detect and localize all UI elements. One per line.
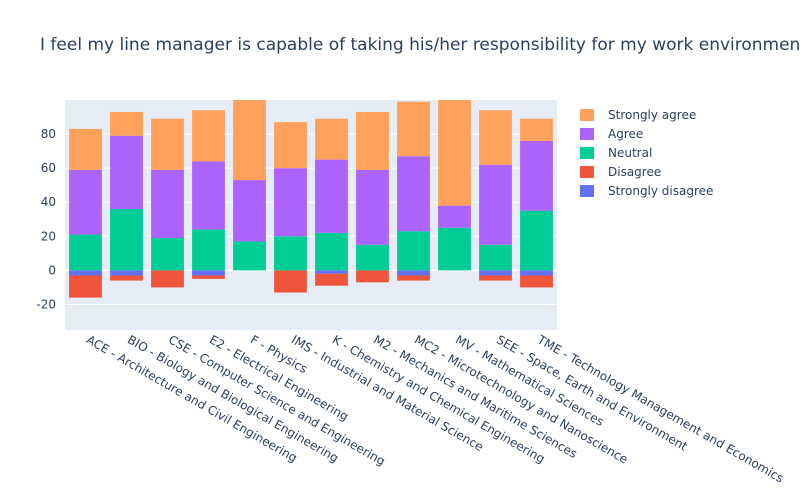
bar-agree bbox=[520, 140, 553, 211]
y-axis: -20 0 20 40 60 80 bbox=[36, 127, 56, 311]
bar-strongly-agree bbox=[110, 111, 143, 136]
bar-neutral bbox=[520, 210, 553, 271]
legend-label-disagree: Disagree bbox=[608, 165, 661, 179]
bar-neutral bbox=[110, 209, 143, 271]
bar-agree bbox=[110, 135, 143, 210]
y-tick-label: 20 bbox=[41, 229, 56, 243]
bar-neutral bbox=[397, 231, 430, 271]
bar-disagree bbox=[356, 270, 389, 283]
bar-neutral bbox=[356, 244, 389, 271]
bar-strongly-disagree bbox=[479, 270, 512, 276]
bar-strongly-agree bbox=[438, 100, 471, 206]
bar-strongly-agree bbox=[69, 128, 102, 170]
bar-disagree bbox=[151, 270, 184, 288]
chart-title: I feel my line manager is capable of tak… bbox=[40, 35, 800, 55]
bar-neutral bbox=[479, 244, 512, 271]
y-tick-label: 60 bbox=[41, 161, 56, 175]
bar-strongly-agree bbox=[479, 110, 512, 165]
bar-strongly-agree bbox=[233, 100, 266, 181]
bar-disagree bbox=[397, 275, 430, 281]
bar-strongly-agree bbox=[397, 101, 430, 157]
legend-label-strongly-agree: Strongly agree bbox=[608, 108, 696, 122]
x-axis: ACE - Architecture and Civil Engineering… bbox=[84, 332, 786, 486]
bar-strongly-disagree bbox=[315, 270, 348, 274]
bar-strongly-disagree bbox=[110, 270, 143, 276]
bar-agree bbox=[438, 205, 471, 228]
bar-neutral bbox=[69, 234, 102, 271]
legend-label-neutral: Neutral bbox=[608, 146, 652, 160]
y-tick-label: 40 bbox=[41, 195, 56, 209]
bar-strongly-agree bbox=[315, 118, 348, 160]
legend-swatch-disagree bbox=[580, 166, 594, 178]
bar-agree bbox=[397, 156, 430, 232]
bar-neutral bbox=[151, 238, 184, 271]
bar-agree bbox=[479, 164, 512, 245]
bar-strongly-agree bbox=[520, 118, 553, 141]
bar-disagree bbox=[110, 275, 143, 281]
bar-disagree bbox=[274, 270, 307, 293]
bar-agree bbox=[192, 161, 225, 230]
y-tick-label: 0 bbox=[48, 263, 56, 277]
bar-strongly-disagree bbox=[192, 270, 225, 276]
bars bbox=[69, 100, 553, 298]
bar-disagree bbox=[520, 275, 553, 288]
bar-neutral bbox=[274, 236, 307, 271]
bar-neutral bbox=[233, 241, 266, 271]
bar-agree bbox=[233, 180, 266, 242]
legend-swatch-neutral bbox=[580, 147, 594, 159]
bar-agree bbox=[151, 169, 184, 238]
bar-neutral bbox=[315, 232, 348, 271]
plot-area bbox=[65, 100, 557, 330]
bar-agree bbox=[356, 169, 389, 245]
bar-disagree bbox=[479, 275, 512, 281]
bar-strongly-disagree bbox=[69, 270, 102, 276]
bar-disagree bbox=[315, 273, 348, 286]
legend-label-strongly-disagree: Strongly disagree bbox=[608, 184, 713, 198]
bar-agree bbox=[69, 169, 102, 235]
bar-neutral bbox=[192, 229, 225, 271]
bar-strongly-agree bbox=[274, 122, 307, 169]
legend-swatch-agree bbox=[580, 128, 594, 140]
bar-neutral bbox=[438, 227, 471, 271]
legend-label-agree: Agree bbox=[608, 127, 643, 141]
bar-agree bbox=[274, 168, 307, 237]
gridlines bbox=[65, 133, 557, 305]
bar-strongly-agree bbox=[192, 110, 225, 162]
y-tick-label: 80 bbox=[41, 127, 56, 141]
bar-agree bbox=[315, 159, 348, 233]
bar-strongly-disagree bbox=[397, 270, 430, 276]
legend: Strongly agree Agree Neutral Disagree Strong… bbox=[580, 108, 713, 198]
legend-swatch-strongly-disagree bbox=[580, 185, 594, 197]
legend-swatch-strongly-agree bbox=[580, 109, 594, 121]
bar-strongly-agree bbox=[356, 111, 389, 170]
bar-disagree bbox=[192, 275, 225, 279]
y-tick-label: -20 bbox=[36, 297, 56, 311]
bar-strongly-disagree bbox=[520, 270, 553, 276]
bar-strongly-agree bbox=[151, 118, 184, 170]
bar-disagree bbox=[69, 275, 102, 298]
